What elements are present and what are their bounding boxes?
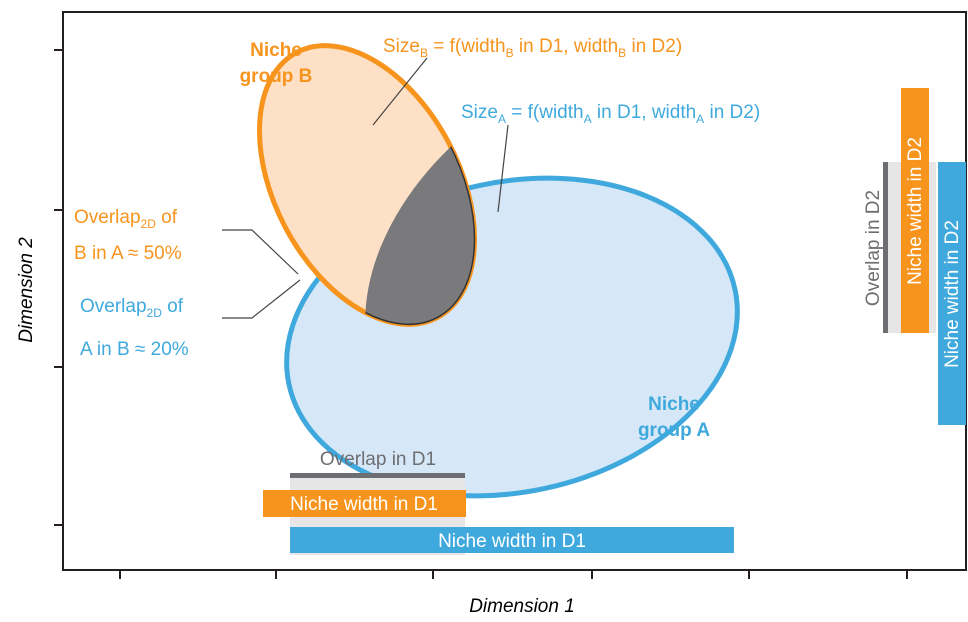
d1-width-a <box>290 527 734 553</box>
text-part: in D2) <box>704 102 760 123</box>
text-part: in D1, width <box>592 102 697 123</box>
subscript: A <box>696 112 704 126</box>
annotation: A in B ≈ 20% <box>80 339 189 360</box>
d1-width-b <box>263 490 466 517</box>
d2-overlap-bar <box>883 162 888 333</box>
text-part: Overlap <box>80 296 147 317</box>
y-axis-label: Dimension 2 <box>16 237 37 343</box>
subscript: 2D <box>141 217 157 231</box>
name-line: Niche <box>648 394 700 415</box>
text-part: in D2) <box>626 36 682 57</box>
x-axis-label: Dimension 1 <box>469 596 575 617</box>
annotation: Overlap2D of <box>80 296 184 320</box>
text-part: B in A ≈ 50% <box>74 243 182 264</box>
d1-overlap-bar <box>290 473 465 478</box>
subscript: B <box>420 46 428 60</box>
text-part: of <box>156 207 178 228</box>
text-part: Overlap <box>74 207 141 228</box>
text-part: in D1, width <box>514 36 619 57</box>
group-b-name: Niche group B <box>240 40 313 87</box>
name-line: group A <box>638 420 710 441</box>
d2-width-b-label: Niche width in D2 <box>905 137 926 285</box>
d2-overlap-label: Overlap in D2 <box>863 190 884 306</box>
d2-width-b <box>901 88 929 333</box>
name-line: Niche <box>250 40 302 61</box>
text-part: = f(width <box>428 36 506 57</box>
group-a-name: Niche group A <box>638 394 710 441</box>
text-part: of <box>162 296 184 317</box>
d1-width-a-label: Niche width in D1 <box>438 531 586 552</box>
ticks <box>54 49 908 579</box>
text-part: Size <box>383 36 420 57</box>
subscript: A <box>498 112 506 126</box>
subscript: 2D <box>147 306 163 320</box>
text-part: A in B ≈ 20% <box>80 339 189 360</box>
d1-overlap-label: Overlap in D1 <box>320 449 436 470</box>
annotation: SizeA = f(widthA in D1, widthA in D2) <box>461 102 760 126</box>
leaders <box>222 57 509 319</box>
name-line: group B <box>240 66 313 87</box>
d2-width-a-label: Niche width in D2 <box>942 220 963 368</box>
text-part: Size <box>461 102 498 123</box>
subscript: B <box>618 46 626 60</box>
annotation: B in A ≈ 50% <box>74 243 182 264</box>
annotation: Overlap2D of <box>74 207 178 231</box>
subscript: B <box>506 46 514 60</box>
subscript: A <box>584 112 592 126</box>
d1-width-b-label: Niche width in D1 <box>290 494 438 515</box>
d2-width-a <box>938 162 966 425</box>
text-part: = f(width <box>506 102 584 123</box>
annotation: SizeB = f(widthB in D1, widthB in D2) <box>383 36 682 60</box>
